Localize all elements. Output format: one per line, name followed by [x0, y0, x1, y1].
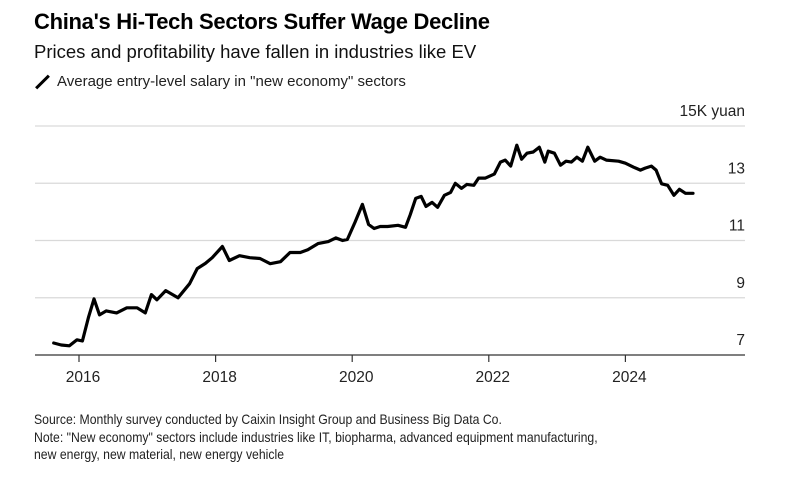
- note-line-1: Note: "New economy" sectors include indu…: [34, 429, 598, 445]
- source-note: Source: Monthly survey conducted by Caix…: [34, 412, 502, 427]
- note-line-2: new energy, new material, new energy veh…: [34, 447, 285, 462]
- legend-label: Average entry-level salary in "new econo…: [57, 73, 406, 90]
- y-tick-labels: 7 9 11 13 15K yuan: [680, 103, 746, 349]
- x-tick-label: 2016: [66, 369, 100, 386]
- chart-subtitle: Prices and profitability have fallen in …: [34, 41, 477, 62]
- y-tick-label: 13: [728, 160, 745, 177]
- x-tick-label: 2020: [339, 369, 374, 386]
- x-tick-label: 2024: [612, 369, 647, 386]
- y-tick-label: 9: [736, 275, 745, 292]
- chart-title: China's Hi-Tech Sectors Suffer Wage Decl…: [34, 9, 490, 34]
- salary-series-line: [52, 143, 695, 348]
- x-axis: 2016 2018 2020 2022 2024: [35, 354, 745, 386]
- gridlines: [35, 125, 745, 299]
- y-tick-label: 11: [729, 218, 745, 235]
- series-lines: [52, 143, 695, 348]
- legend: Average entry-level salary in "new econo…: [34, 73, 406, 90]
- y-tick-label: 15K yuan: [680, 103, 746, 120]
- line-chart: 7 9 11 13 15K yuan 2016 2018 2020 2022 2024: [35, 103, 746, 386]
- y-tick-label: 7: [736, 332, 745, 349]
- x-tick-label: 2018: [202, 369, 236, 386]
- x-tick-label: 2022: [476, 369, 510, 386]
- chart-footer: Source: Monthly survey conducted by Caix…: [34, 411, 754, 464]
